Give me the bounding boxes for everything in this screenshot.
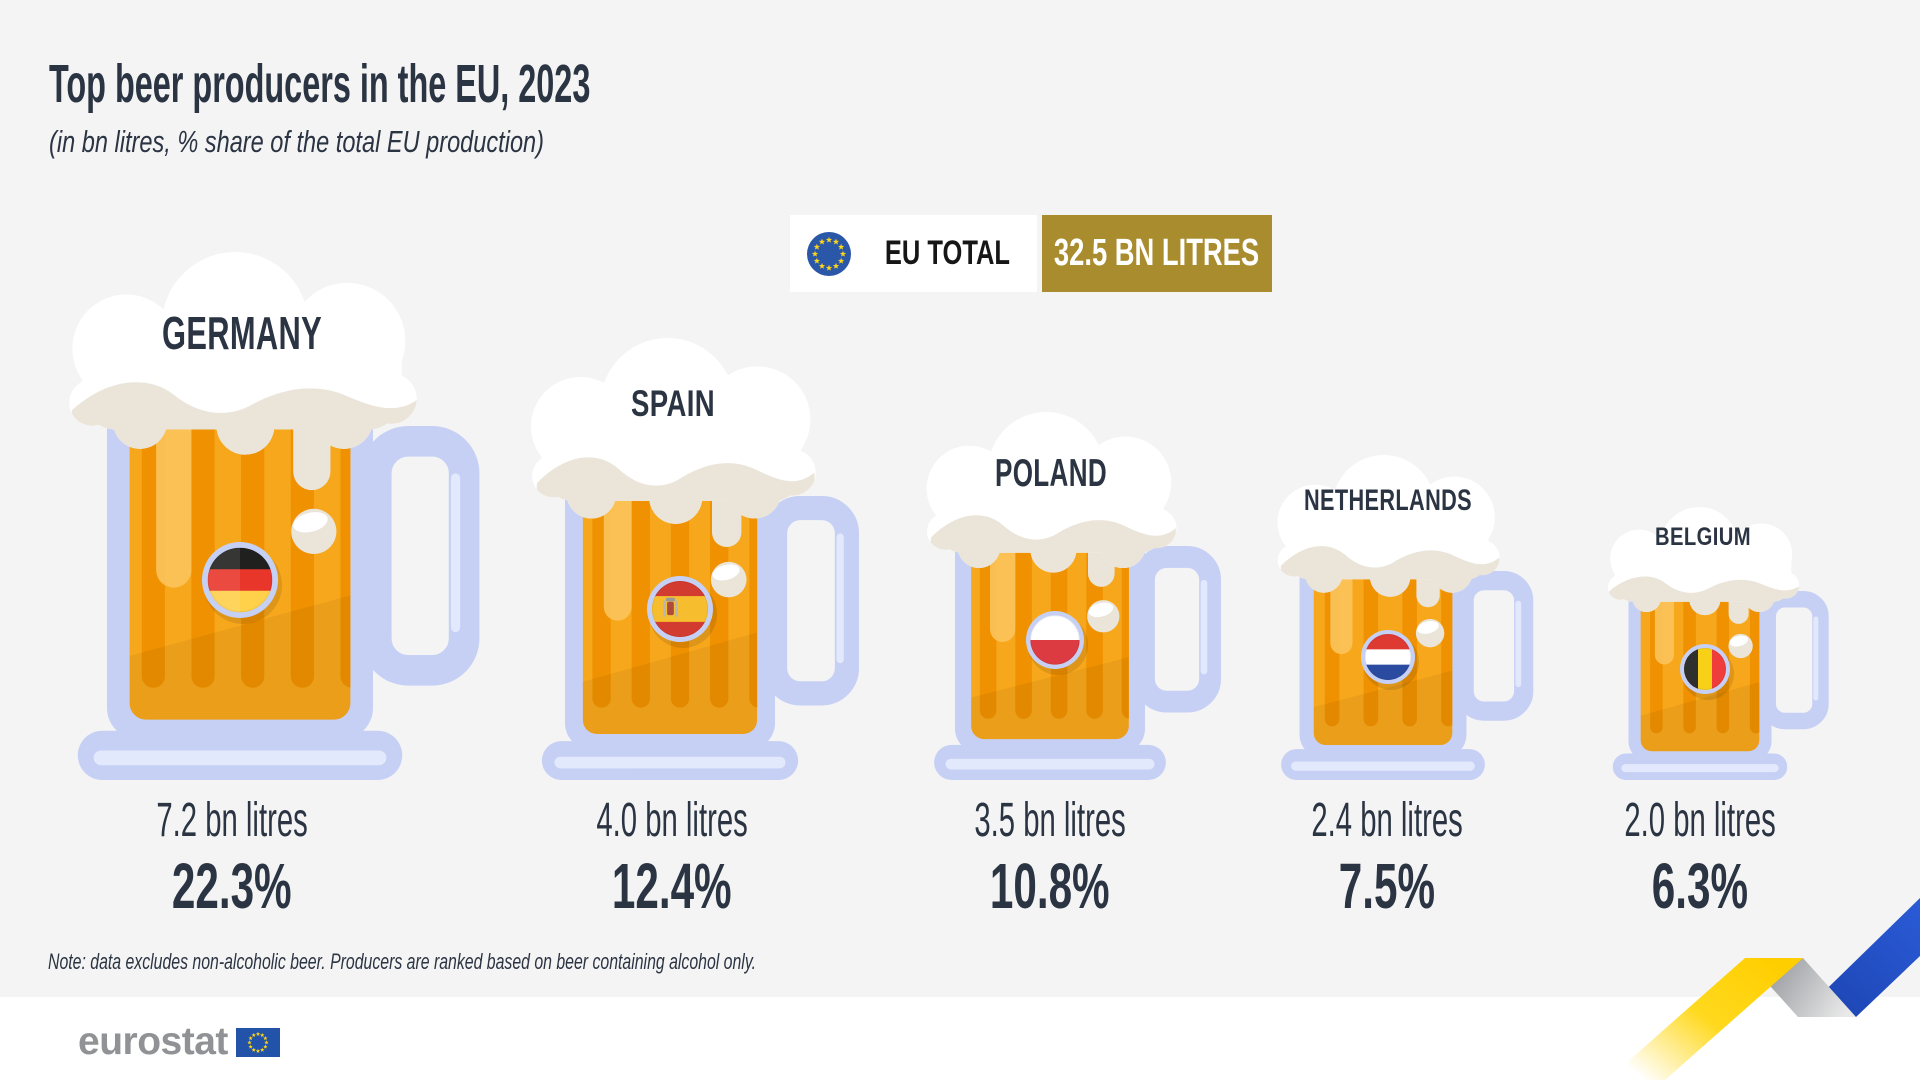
value-share-poland: 10.8% xyxy=(990,850,1110,922)
eu-star-icon xyxy=(263,1035,268,1040)
value-litres-spain: 4.0 bn litres xyxy=(596,794,748,847)
values-germany: 7.2 bn litres 22.3% xyxy=(52,794,412,920)
eu-star-icon xyxy=(248,1035,253,1040)
eurostat-logo: eurostat xyxy=(78,1020,280,1063)
eurostat-wordmark: eurostat xyxy=(78,1020,228,1063)
eu-star-icon xyxy=(247,1039,252,1044)
footnote: Note: data excludes non-alcoholic beer. … xyxy=(48,949,756,974)
eu-star-icon xyxy=(813,257,821,264)
values-netherlands: 2.4 bn litres 7.5% xyxy=(1207,794,1567,920)
value-share-spain: 12.4% xyxy=(612,850,732,922)
eu-flag-icon xyxy=(235,1027,280,1057)
eu-star-icon xyxy=(251,1032,256,1037)
page-subtitle: (in bn litres, % share of the total EU p… xyxy=(49,124,545,159)
value-litres-netherlands: 2.4 bn litres xyxy=(1311,794,1463,847)
eu-total-value: 32.5 BN LITRES xyxy=(1042,215,1272,292)
eu-star-icon xyxy=(813,243,821,250)
eu-total-label: EU TOTAL xyxy=(884,234,1011,272)
eu-star-icon xyxy=(825,264,833,271)
eu-star-icon xyxy=(825,236,833,243)
value-share-netherlands: 7.5% xyxy=(1338,850,1436,922)
eu-flag-icon xyxy=(807,231,851,276)
value-litres-belgium: 2.0 bn litres xyxy=(1624,794,1776,847)
values-belgium: 2.0 bn litres 6.3% xyxy=(1520,794,1880,920)
eu-star-icon xyxy=(264,1039,269,1044)
eu-star-icon xyxy=(818,238,826,245)
eu-total-legend: EU TOTAL xyxy=(790,215,1037,292)
eu-star-icon xyxy=(832,238,840,245)
values-poland: 3.5 bn litres 10.8% xyxy=(870,794,1230,920)
eu-star-icon xyxy=(251,1047,256,1052)
page-title: Top beer producers in the EU, 2023 xyxy=(49,54,591,114)
eu-star-icon xyxy=(263,1043,268,1049)
eu-star-icon xyxy=(255,1048,261,1053)
eu-star-icon xyxy=(837,243,845,250)
values-spain: 4.0 bn litres 12.4% xyxy=(492,794,852,920)
eu-star-icon xyxy=(837,257,845,264)
footer-band xyxy=(0,997,1920,1080)
eu-star-icon xyxy=(811,250,819,257)
eu-star-icon xyxy=(248,1043,253,1049)
eu-star-icon xyxy=(259,1047,265,1052)
eu-total-badge: EU TOTAL 32.5 BN LITRES xyxy=(790,215,1272,292)
value-share-belgium: 6.3% xyxy=(1651,850,1749,922)
eu-star-icon xyxy=(839,250,847,257)
eu-star-icon xyxy=(255,1031,261,1036)
value-share-germany: 22.3% xyxy=(172,850,292,922)
value-litres-poland: 3.5 bn litres xyxy=(974,794,1126,847)
eu-star-icon xyxy=(818,262,826,269)
eu-star-icon xyxy=(832,262,840,269)
eu-star-icon xyxy=(259,1032,265,1037)
value-litres-germany: 7.2 bn litres xyxy=(156,794,308,847)
